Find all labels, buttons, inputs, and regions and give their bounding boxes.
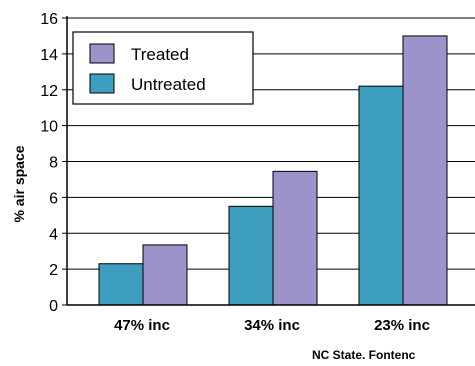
y-axis-title: % air space <box>11 145 27 222</box>
y-tick-label: 4 <box>49 226 58 243</box>
x-category-label: 23% inc <box>374 317 430 334</box>
legend-label: Untreated <box>131 75 206 94</box>
bar-untreated <box>228 205 274 306</box>
y-tick-labels: 0 2 4 6 8 10 12 14 16 <box>40 11 58 315</box>
legend-swatch <box>89 43 115 64</box>
axes <box>62 16 475 306</box>
x-category-label: 47% inc <box>114 317 170 334</box>
y-tick-label: 2 <box>49 262 58 279</box>
bar-treated <box>272 170 318 306</box>
y-tick-label: 12 <box>40 83 58 100</box>
legend-label: Treated <box>131 45 189 64</box>
legend-swatch <box>89 73 115 94</box>
bar-treated <box>142 244 188 306</box>
y-tick-label: 16 <box>40 11 58 28</box>
bar-untreated <box>358 85 404 306</box>
bar-treated <box>402 35 448 306</box>
x-category-labels: 47% inc 34% inc 23% inc <box>114 317 430 334</box>
bars <box>98 35 448 306</box>
y-tick-label: 8 <box>49 155 58 172</box>
y-tick-label: 6 <box>49 190 58 207</box>
legend: Treated Untreated <box>72 31 254 105</box>
y-tick-label: 0 <box>49 298 58 315</box>
source-credit: NC State. Fontenc <box>312 348 416 362</box>
y-tick-label: 14 <box>40 47 58 64</box>
bar-untreated <box>98 263 144 306</box>
y-tick-label: 10 <box>40 119 58 136</box>
x-category-label: 34% inc <box>244 317 300 334</box>
